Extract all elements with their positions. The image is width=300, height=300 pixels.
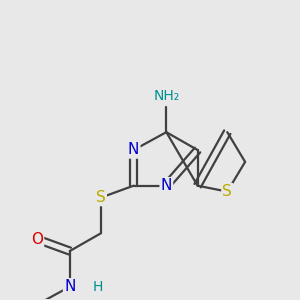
Text: S: S [222,184,232,199]
Text: H: H [93,280,103,294]
Text: NH₂: NH₂ [153,89,179,103]
Text: S: S [96,190,106,205]
Text: N: N [128,142,139,158]
Text: N: N [161,178,172,193]
Text: O: O [31,232,43,247]
Text: N: N [64,279,75,294]
